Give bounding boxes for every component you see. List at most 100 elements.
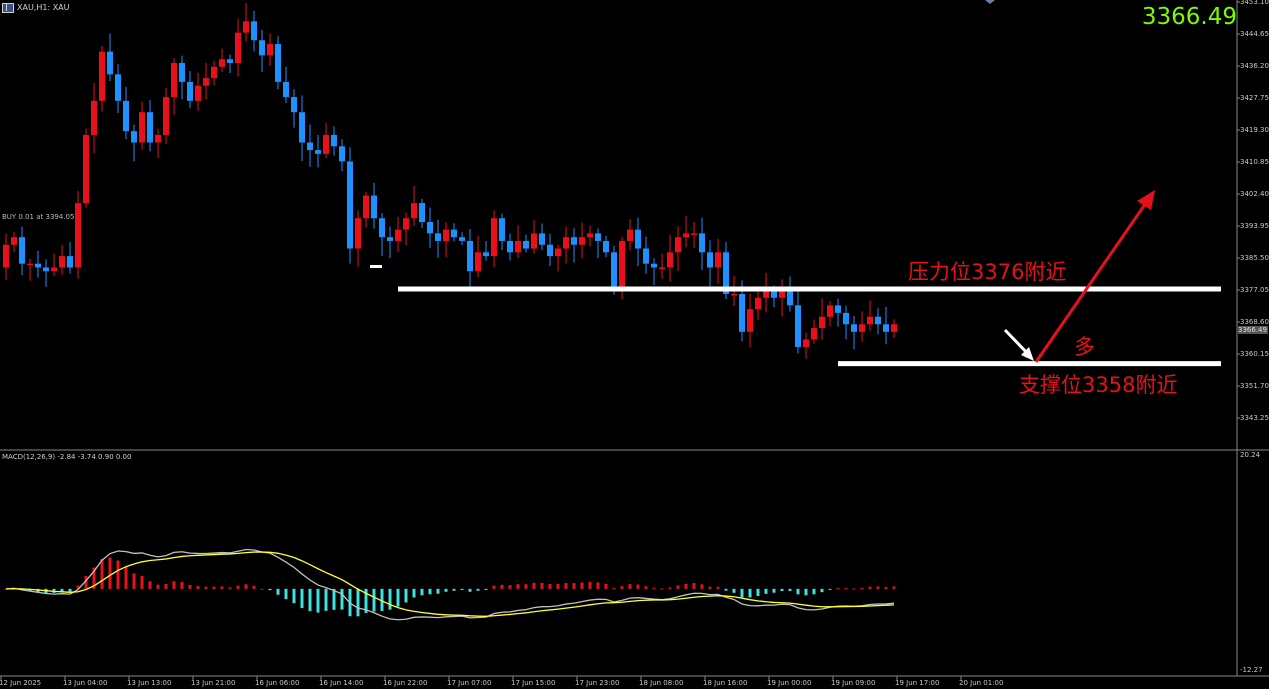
candle-body (19, 237, 25, 264)
macd-histogram-bar (404, 588, 408, 603)
candle-body (59, 256, 65, 268)
candle-body (747, 309, 753, 332)
time-tick-label: 18 Jun 16:00 (703, 679, 748, 687)
time-tick-label: 19 Jun 17:00 (895, 679, 940, 687)
long-arrowhead (1137, 190, 1155, 210)
macd-histogram-bar (60, 588, 64, 592)
candle-body (763, 290, 769, 298)
macd-histogram-bar (652, 587, 656, 589)
macd-histogram-bar (268, 588, 272, 591)
candle-body (203, 78, 209, 86)
macd-histogram-bar (300, 588, 304, 609)
candle-body (283, 81, 289, 98)
candle-body (795, 305, 801, 347)
time-tick-label: 18 Jun 08:00 (639, 679, 684, 687)
macd-histogram-bar (276, 588, 280, 595)
macd-histogram-bar (100, 559, 104, 589)
macd-histogram-bar (796, 588, 800, 595)
candle-body (643, 248, 649, 264)
candle-body (227, 59, 233, 63)
candle-body (475, 252, 481, 272)
macd-histogram-bar (516, 584, 520, 589)
candle-body (67, 256, 73, 268)
macd-histogram-bar (508, 585, 512, 589)
macd-histogram-bar (372, 588, 376, 612)
macd-histogram-bar (68, 588, 72, 592)
macd-histogram-bar (204, 586, 208, 589)
candle-body (307, 142, 313, 151)
macd-histogram-bar (564, 582, 568, 589)
candle-body (139, 112, 145, 143)
macd-histogram-bar (644, 586, 648, 589)
macd-histogram-bar (228, 587, 232, 589)
candle-body (867, 316, 873, 325)
price-tick-label: 3360.15 (1240, 350, 1269, 358)
candle-body (91, 100, 97, 135)
macd-histogram-bar (148, 581, 152, 589)
candle-body (379, 218, 385, 238)
candle-body (699, 233, 705, 253)
time-tick-label: 12 Jun 2025 (0, 679, 42, 687)
candle-body (371, 195, 377, 219)
macd-histogram-bar (124, 566, 128, 589)
macd-histogram-bar (756, 588, 760, 596)
macd-histogram-bar (852, 588, 856, 590)
macd-histogram-bar (244, 584, 248, 589)
macd-histogram-bar (716, 586, 720, 589)
time-tick-label: 16 Jun 14:00 (319, 679, 364, 687)
candle-body (155, 134, 161, 143)
macd-histogram-bar (84, 575, 88, 589)
candle-body (803, 339, 809, 347)
candle-body (259, 40, 265, 56)
macd-histogram-bar (724, 588, 728, 591)
candle-body (363, 195, 369, 219)
macd-histogram-bar (780, 588, 784, 591)
chart-window-icon-divider (6, 3, 7, 11)
candle-body (827, 305, 833, 317)
time-tick-label: 16 Jun 22:00 (383, 679, 428, 687)
candle-body (299, 112, 305, 143)
candle-body (731, 293, 737, 296)
macd-histogram-bar (692, 583, 696, 589)
price-tick-label: 3410.85 (1240, 158, 1269, 166)
support-annotation: 支撑位3358附近 (1019, 373, 1178, 397)
macd-histogram-bar (628, 584, 632, 589)
candle-body (595, 233, 601, 241)
time-tick-label: 19 Jun 09:00 (831, 679, 876, 687)
macd-histogram-bar (92, 567, 96, 589)
macd-histogram-bar (420, 588, 424, 596)
candle-body (435, 233, 441, 241)
macd-histogram-bar (500, 584, 504, 589)
macd-histogram-bar (212, 586, 216, 589)
candle-body (859, 324, 865, 332)
candle-body (771, 290, 777, 298)
candle-body (323, 134, 329, 154)
macd-histogram-bar (668, 587, 672, 589)
price-tick-label: 3427.75 (1240, 94, 1269, 102)
macd-histogram-bar (396, 588, 400, 607)
trade-entry-marker (370, 265, 382, 268)
macd-histogram-bar (748, 588, 752, 598)
macd-histogram-bar (180, 582, 184, 589)
candle-body (43, 267, 49, 272)
candle-body (275, 44, 281, 82)
candle-body (315, 150, 321, 154)
candle-body (467, 240, 473, 272)
macd-histogram-bar (844, 588, 848, 590)
macd-histogram-bar (556, 584, 560, 589)
candle-body (619, 240, 625, 287)
candle-body (531, 233, 537, 249)
macd-histogram-bar (236, 585, 240, 589)
candle-body (419, 203, 425, 223)
candle-body (523, 240, 529, 249)
current-price-display: 3366.49 (1141, 4, 1237, 30)
chart-window-icon[interactable] (2, 3, 14, 13)
candle-body (51, 267, 57, 272)
macd-histogram-bar (196, 586, 200, 589)
candle-body (507, 240, 513, 253)
candle-body (891, 324, 897, 332)
chart-shift-marker-icon[interactable] (985, 0, 995, 4)
macd-histogram-bar (732, 588, 736, 593)
macd-panel (4, 548, 896, 621)
